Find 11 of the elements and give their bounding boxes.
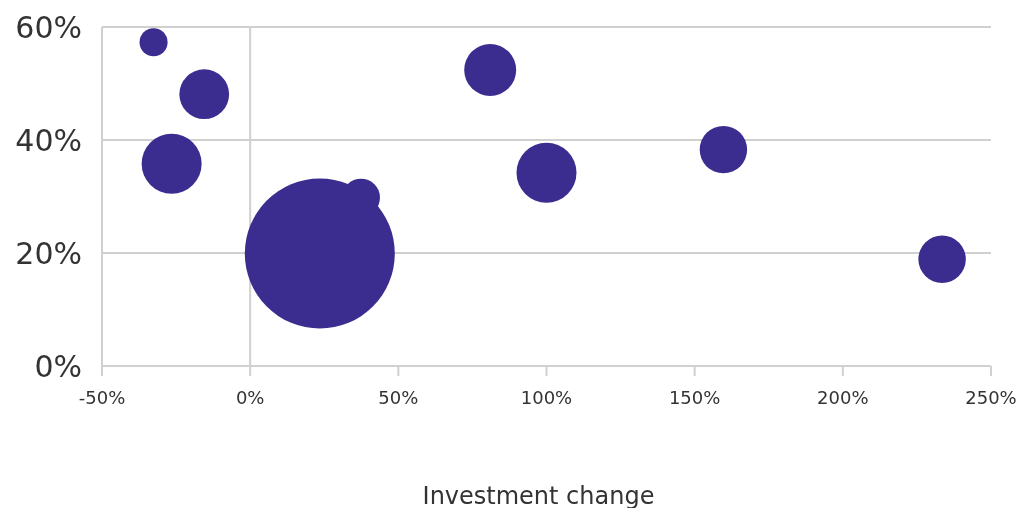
x-tick-label: 250% — [965, 387, 1017, 408]
y-tick-label: 60% — [15, 9, 82, 45]
y-tick-label: 40% — [15, 122, 82, 158]
y-tick-label: 0% — [34, 348, 82, 384]
y-tick-label: 20% — [15, 235, 82, 271]
x-tick-label: 200% — [817, 387, 869, 408]
x-tick-label: 0% — [235, 387, 265, 408]
x-tick-label: 100% — [520, 387, 573, 408]
x-tick-label: 150% — [668, 387, 721, 408]
x-tick-label: 50% — [378, 387, 419, 408]
x-tick-label: -50% — [78, 387, 126, 408]
